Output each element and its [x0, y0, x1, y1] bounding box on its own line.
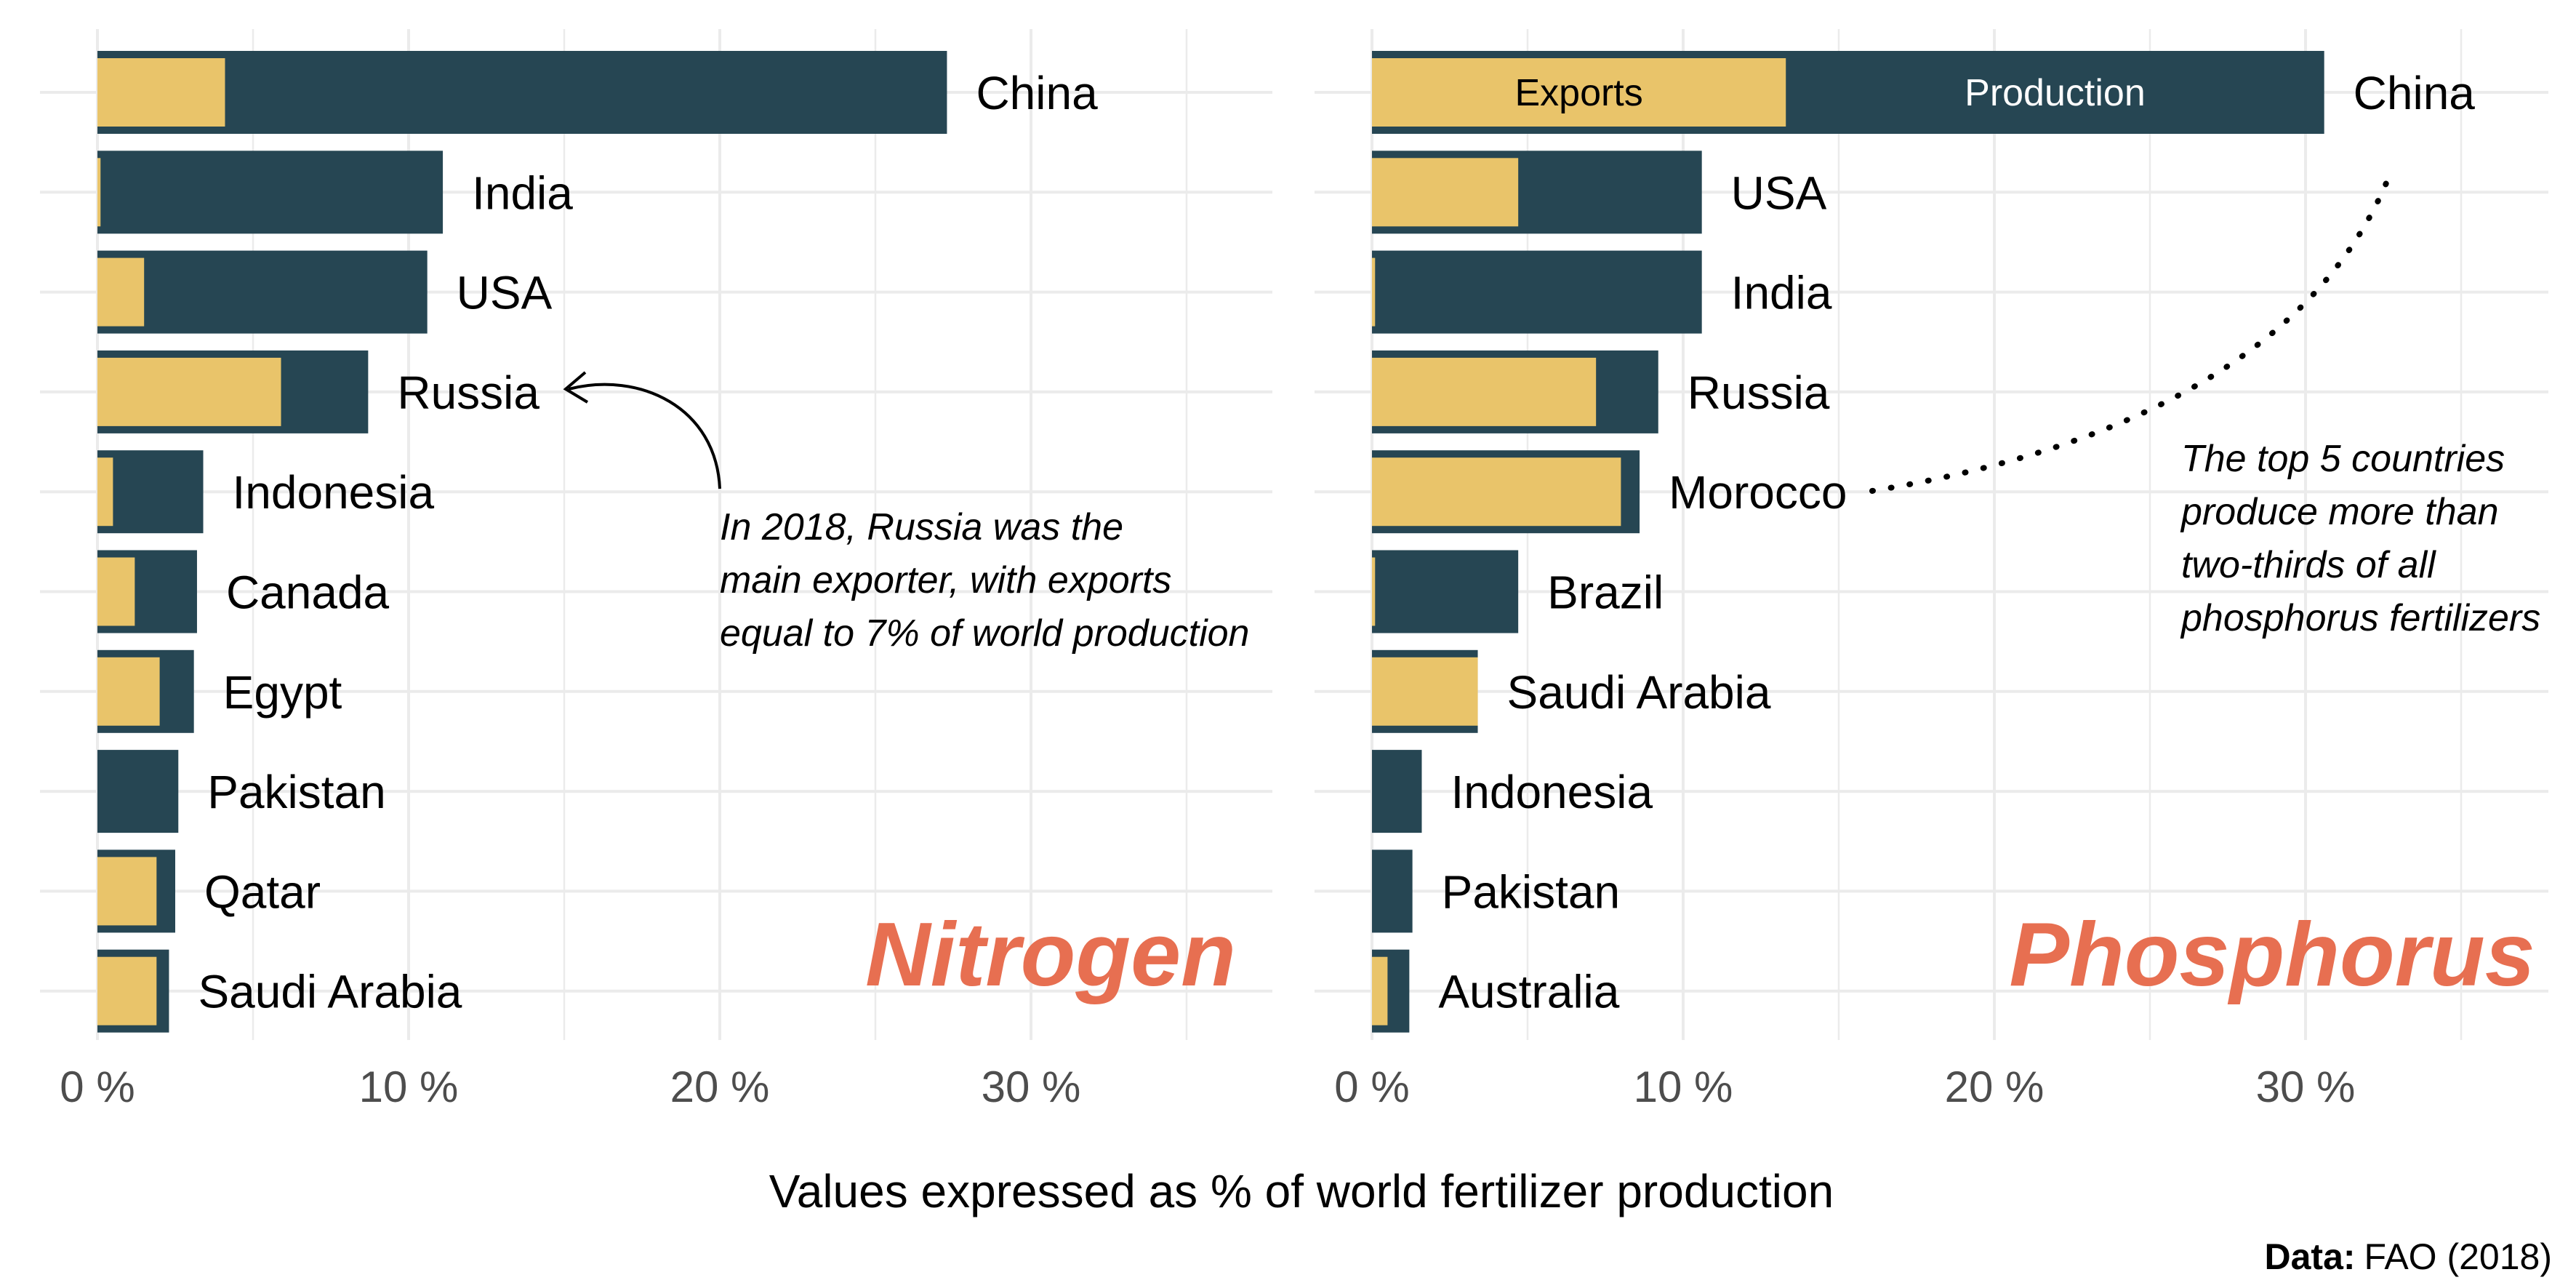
phosphorus-country-label-pakistan: Pakistan — [1442, 865, 1620, 918]
phosphorus-country-label-usa: USA — [1731, 167, 1827, 219]
caption-text: FAO (2018) — [2364, 1236, 2552, 1277]
nitrogen-exports-bar-india — [97, 158, 101, 227]
nitrogen-country-label-qatar: Qatar — [204, 865, 321, 918]
nitrogen-production-bar-india — [97, 151, 444, 234]
phosphorus-x-tick-label: 20 % — [1945, 1063, 2045, 1111]
caption-bold: Data: — [2265, 1236, 2356, 1277]
phosphorus-country-label-indonesia: Indonesia — [1450, 766, 1653, 818]
inbar-production-label: Production — [1965, 72, 2146, 114]
phosphorus-production-bar-brazil — [1372, 550, 1519, 633]
phosphorus-exports-bar-australia — [1372, 956, 1388, 1025]
nitrogen-exports-bar-russia — [97, 357, 281, 426]
russia-annotation-arrow — [568, 383, 721, 489]
nitrogen-exports-bar-egypt — [97, 657, 160, 726]
nitrogen-production-bar-usa — [97, 250, 428, 334]
nitrogen-panel-title: Nitrogen — [865, 905, 1236, 1005]
nitrogen-production-bar-indonesia — [97, 450, 204, 534]
data-source-caption: Data: FAO (2018) — [2265, 1236, 2552, 1277]
nitrogen-production-bar-pakistan — [97, 750, 179, 833]
nitrogen-x-tick-label: 0 % — [60, 1063, 135, 1111]
inbar-exports-label: Exports — [1514, 72, 1642, 114]
phosphorus-production-bar-indonesia — [1372, 750, 1422, 833]
nitrogen-x-tick-label: 30 % — [982, 1063, 1081, 1111]
phosphorus-exports-bar-china — [1372, 58, 1786, 127]
top5-annotation-line-4: phosphorus fertilizers — [2180, 597, 2540, 639]
top5-annotation-line-1: The top 5 countries — [2181, 438, 2505, 480]
nitrogen-exports-bar-indonesia — [97, 457, 113, 527]
russia-annotation: In 2018, Russia was the main exporter, w… — [563, 371, 1249, 655]
phosphorus-country-label-saudi-arabia: Saudi Arabia — [1507, 666, 1771, 719]
phosphorus-country-label-morocco: Morocco — [1669, 466, 1847, 519]
phosphorus-x-tick-label: 30 % — [2256, 1063, 2356, 1111]
nitrogen-x-tick-label: 20 % — [670, 1063, 770, 1111]
nitrogen-exports-bar-usa — [97, 257, 145, 327]
phosphorus-country-label-russia: Russia — [1688, 367, 1830, 419]
phosphorus-country-label-australia: Australia — [1438, 966, 1619, 1018]
top5-annotation-dotted-curve — [1869, 166, 2395, 494]
x-axis-label: Values expressed as % of world fertilize… — [769, 1165, 1834, 1217]
top5-annotation-line-3: two-thirds of all — [2181, 544, 2436, 586]
russia-annotation-line-3: equal to 7% of world production — [720, 612, 1249, 655]
nitrogen-country-label-china: China — [976, 67, 1098, 119]
nitrogen-exports-bar-qatar — [97, 857, 157, 926]
labels-layer: China India USA Russia Indonesia Canada Egypt P… — [60, 67, 2475, 1111]
phosphorus-exports-bar-brazil — [1372, 557, 1376, 626]
nitrogen-country-label-egypt: Egypt — [223, 666, 342, 719]
phosphorus-country-label-china: China — [2354, 67, 2476, 119]
nitrogen-country-label-canada: Canada — [226, 567, 390, 619]
nitrogen-country-label-usa: USA — [457, 267, 553, 319]
phosphorus-x-tick-label: 10 % — [1634, 1063, 1733, 1111]
bars-layer — [97, 51, 2324, 1033]
nitrogen-country-label-india: India — [472, 167, 573, 219]
nitrogen-x-tick-label: 10 % — [359, 1063, 459, 1111]
nitrogen-country-label-indonesia: Indonesia — [233, 466, 435, 519]
phosphorus-exports-bar-russia — [1372, 357, 1597, 426]
russia-annotation-arrowhead — [563, 371, 589, 404]
phosphorus-country-label-india: India — [1731, 267, 1832, 319]
phosphorus-exports-bar-india — [1372, 257, 1376, 327]
nitrogen-exports-bar-canada — [97, 557, 135, 626]
nitrogen-exports-bar-china — [97, 58, 225, 127]
nitrogen-country-label-pakistan: Pakistan — [207, 766, 385, 818]
nitrogen-country-label-russia: Russia — [397, 367, 539, 419]
phosphorus-x-tick-label: 0 % — [1334, 1063, 1409, 1111]
nitrogen-exports-bar-saudi-arabia — [97, 956, 157, 1025]
phosphorus-production-bar-india — [1372, 250, 1702, 334]
phosphorus-exports-bar-usa — [1372, 158, 1519, 227]
phosphorus-exports-bar-saudi-arabia — [1372, 657, 1478, 726]
top5-annotation-line-2: produce more than — [2180, 491, 2499, 533]
nitrogen-production-bar-china — [97, 51, 947, 134]
top5-annotation: The top 5 countries produce more than tw… — [1869, 166, 2540, 639]
phosphorus-country-label-brazil: Brazil — [1547, 567, 1664, 619]
nitrogen-country-label-saudi-arabia: Saudi Arabia — [198, 966, 462, 1018]
phosphorus-production-bar-pakistan — [1372, 849, 1413, 933]
russia-annotation-line-1: In 2018, Russia was the — [720, 506, 1123, 548]
phosphorus-panel-title: Phosphorus — [2009, 905, 2535, 1005]
russia-annotation-line-2: main exporter, with exports — [720, 559, 1171, 601]
phosphorus-exports-bar-morocco — [1372, 457, 1621, 527]
